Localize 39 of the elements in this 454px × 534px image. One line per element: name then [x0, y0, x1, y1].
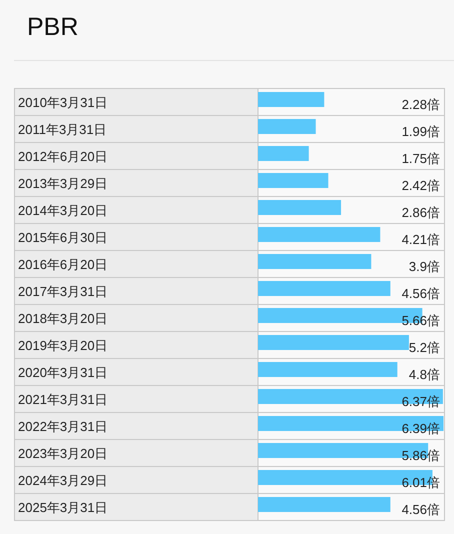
data-label: 4.8倍: [408, 367, 440, 382]
bar: [258, 362, 398, 377]
bar: [258, 281, 390, 296]
y-tick-label: 2013年3月29日: [18, 176, 108, 191]
y-tick-label: 2022年3月31日: [18, 419, 108, 434]
text: PBR: [27, 13, 78, 41]
data-label: 5.2倍: [408, 340, 440, 355]
y-tick-label: 2021年3月31日: [18, 392, 108, 407]
data-label: 1.75倍: [402, 151, 440, 166]
data-label: 2.28倍: [402, 97, 440, 112]
y-tick-label: 2017年3月31日: [18, 284, 108, 299]
bar: [258, 227, 380, 242]
bar: [258, 254, 372, 269]
data-label: 2.86倍: [402, 205, 440, 220]
y-tick-label: 2023年3月20日: [18, 446, 108, 461]
bar: [258, 119, 316, 134]
bar: [258, 173, 328, 188]
data-label: 1.99倍: [402, 124, 440, 139]
y-tick-label: 2010年3月31日: [18, 95, 108, 110]
bar: [258, 200, 342, 215]
y-tick-label: 2016年6月20日: [18, 257, 108, 272]
bar: [258, 335, 409, 350]
bar: [258, 497, 390, 512]
bar: [258, 146, 309, 161]
y-tick-label: 2012年6月20日: [18, 149, 108, 164]
y-tick-label: 2025年3月31日: [18, 500, 108, 515]
y-tick-label: 2019年3月20日: [18, 338, 108, 353]
y-tick-label: 2011年3月31日: [18, 122, 107, 137]
data-label: 3.9倍: [408, 259, 440, 274]
data-label: 4.56倍: [402, 502, 440, 517]
y-tick-label: 2020年3月31日: [18, 365, 108, 380]
y-tick-label: 2014年3月20日: [18, 203, 108, 218]
y-tick-label: 2018年3月20日: [18, 311, 108, 326]
y-tick-label: 2024年3月29日: [18, 473, 108, 488]
bar: [258, 92, 324, 107]
data-label: 4.56倍: [402, 286, 440, 301]
data-label: 2.42倍: [402, 178, 440, 193]
y-tick-label: 2015年6月30日: [18, 230, 108, 245]
data-label: 4.21倍: [402, 232, 440, 247]
